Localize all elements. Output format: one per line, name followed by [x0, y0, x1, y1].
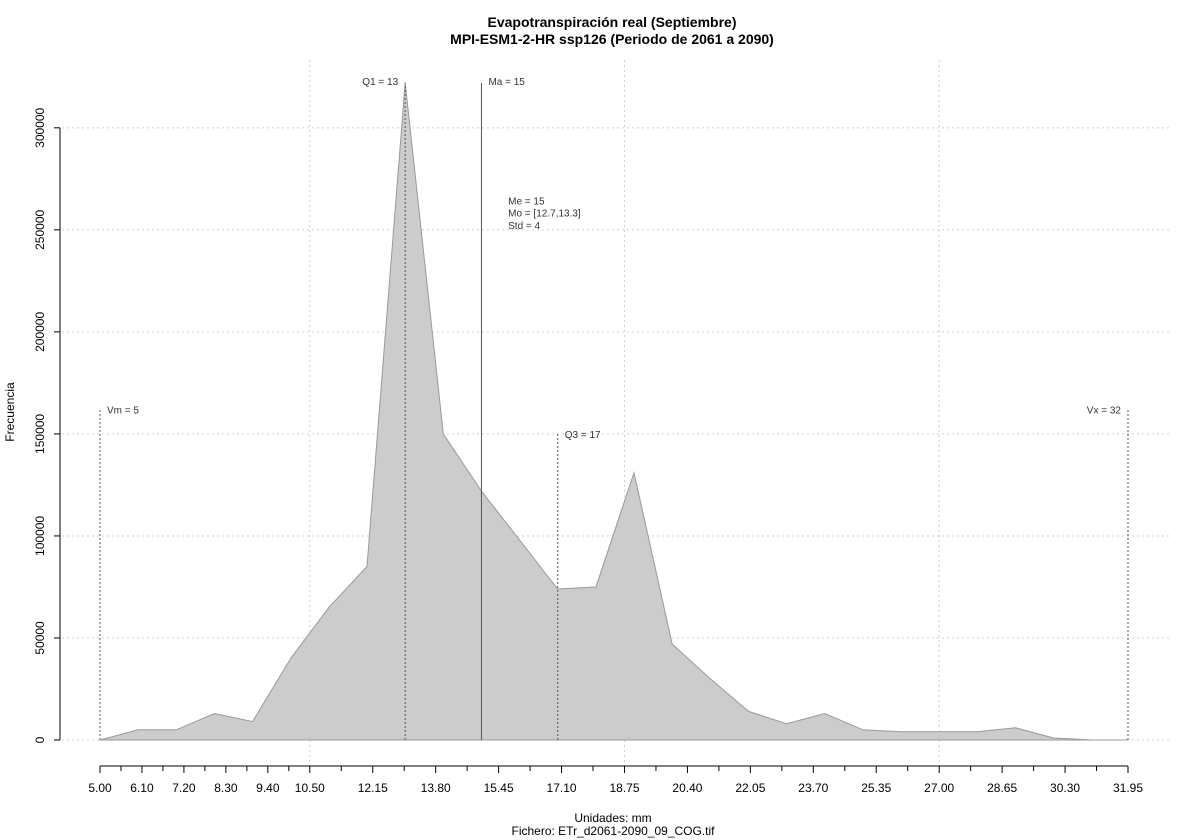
file-caption: Fichero: ETr_d2061-2090_09_COG.tif — [512, 824, 716, 838]
x-tick-label: 22.05 — [735, 781, 765, 795]
y-tick-label: 0 — [33, 736, 47, 743]
x-tick-label: 31.95 — [1113, 781, 1143, 795]
frequency-area — [99, 82, 1128, 741]
x-tick-label: 23.70 — [798, 781, 828, 795]
y-tick-label: 150000 — [33, 414, 47, 454]
x-tick-label: 20.40 — [672, 781, 702, 795]
marker-label: Q3 = 17 — [565, 430, 601, 441]
x-axis-label: Unidades: mm — [574, 811, 651, 825]
chart-title: Evapotranspiración real (Septiembre) — [488, 14, 737, 30]
stats-line: Me = 15 — [508, 196, 545, 207]
stats-line: Mo = [12.7,13.3] — [508, 209, 581, 220]
x-tick-label: 5.00 — [88, 781, 112, 795]
y-axis-label: Frecuencia — [3, 382, 17, 442]
y-tick-label: 300000 — [33, 107, 47, 147]
y-tick-label: 250000 — [33, 209, 47, 249]
marker-label: Q1 = 13 — [362, 77, 398, 88]
x-tick-label: 9.40 — [256, 781, 280, 795]
x-tick-label: 12.15 — [358, 781, 388, 795]
y-tick-label: 200000 — [33, 312, 47, 352]
x-tick-label: 28.65 — [987, 781, 1017, 795]
marker-label: Ma = 15 — [488, 77, 525, 88]
x-tick-label: 17.10 — [547, 781, 577, 795]
x-tick-label: 18.75 — [609, 781, 639, 795]
x-tick-label: 7.20 — [172, 781, 196, 795]
x-tick-label: 8.30 — [214, 781, 238, 795]
stats-line: Std = 4 — [508, 221, 540, 232]
y-axis: 0 50000 100000 150000 200000 250000 300000 — [33, 107, 61, 743]
y-tick-label: 100000 — [33, 516, 47, 556]
x-tick-label: 10.50 — [295, 781, 325, 795]
x-tick-label: 27.00 — [924, 781, 954, 795]
x-tick-label: 15.45 — [484, 781, 514, 795]
x-axis: 5.00 6.10 7.20 8.30 9.40 10.50 12.15 13.80 15.45… — [88, 765, 1143, 795]
x-tick-label: 13.80 — [421, 781, 451, 795]
chart-subtitle: MPI-ESM1-2-HR ssp126 (Periodo de 2061 a … — [450, 31, 774, 47]
x-tick-label: 30.30 — [1050, 781, 1080, 795]
y-tick-label: 50000 — [33, 621, 47, 655]
x-tick-label: 25.35 — [861, 781, 891, 795]
area-layer — [99, 82, 1128, 741]
marker-layer: Vm = 5 Q1 = 13 Ma = 15 Q3 = 17 Vx = 32 — [99, 77, 1129, 740]
x-tick-label: 6.10 — [130, 781, 154, 795]
marker-label: Vx = 32 — [1087, 405, 1122, 416]
marker-label: Vm = 5 — [107, 405, 139, 416]
stats-box: Me = 15 Mo = [12.7,13.3]Std = 4 — [508, 196, 581, 231]
